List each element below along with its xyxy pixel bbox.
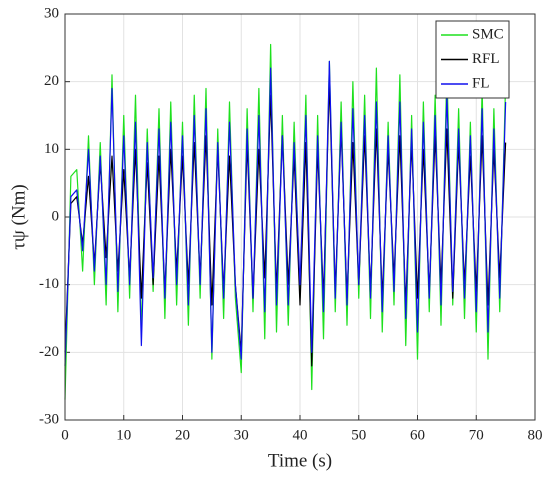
- legend-label: SMC: [472, 26, 504, 42]
- x-tick-label: 50: [351, 427, 366, 443]
- y-tick-label: -10: [39, 276, 59, 292]
- x-tick-label: 20: [175, 427, 190, 443]
- x-tick-label: 70: [469, 427, 484, 443]
- x-tick-label: 30: [234, 427, 249, 443]
- x-tick-label: 60: [410, 427, 425, 443]
- y-axis-label: τψ (Nm): [8, 184, 29, 249]
- y-tick-label: 30: [44, 5, 59, 21]
- legend-label: RFL: [472, 51, 500, 67]
- y-tick-label: -30: [39, 411, 59, 427]
- plot-frame: [64, 13, 536, 421]
- x-tick-label: 80: [528, 427, 543, 443]
- y-tick-label: -20: [39, 344, 59, 360]
- legend-label: FL: [472, 75, 490, 91]
- x-axis-label: Time (s): [268, 450, 332, 471]
- x-tick-label: 40: [293, 427, 308, 443]
- series-line: [64, 60, 507, 366]
- y-tick-label: 20: [44, 73, 59, 89]
- x-tick-label: 10: [116, 427, 131, 443]
- y-tick-label: 0: [52, 208, 60, 224]
- x-tick-label: 0: [61, 427, 69, 443]
- y-tick-label: 10: [44, 141, 59, 157]
